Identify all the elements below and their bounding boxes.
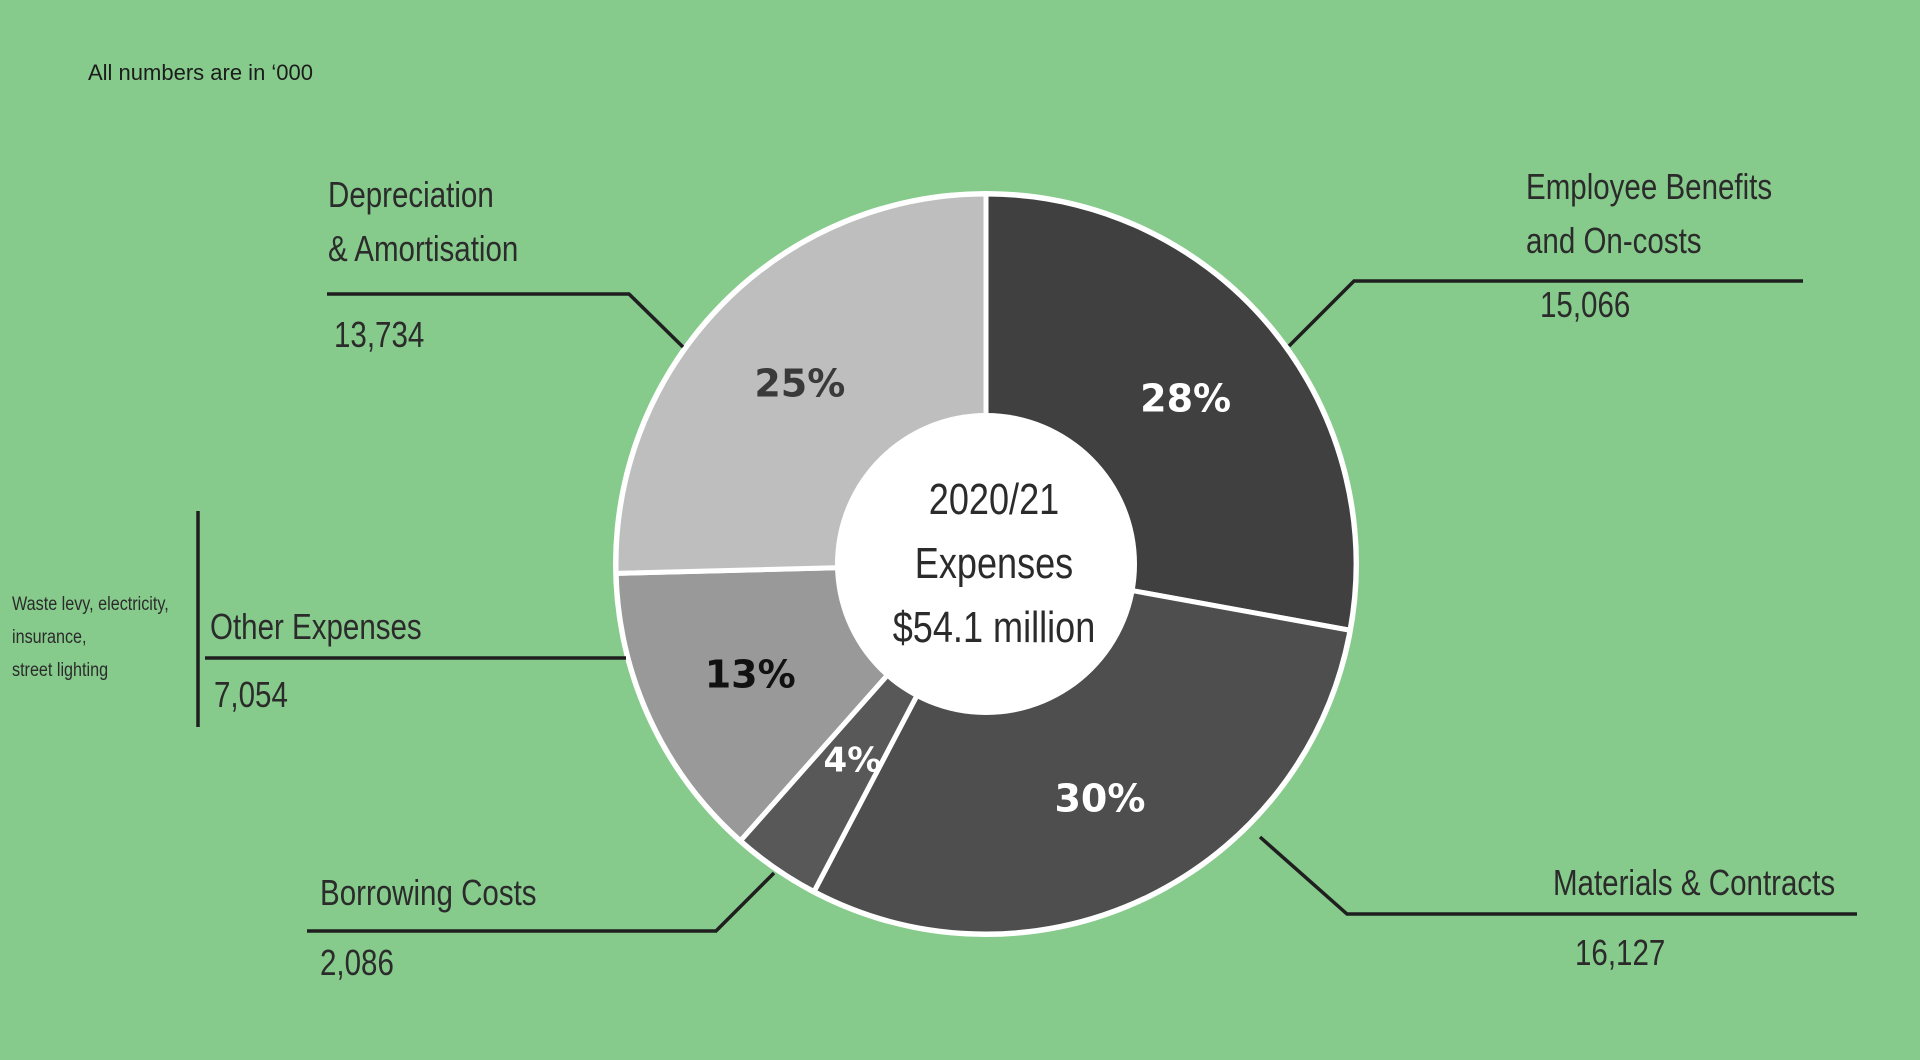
value-other: 7,054 [214, 674, 288, 715]
pct-label-borrowing: 4% [824, 740, 882, 780]
legend-label-depreciation-line2: & Amortisation [328, 228, 519, 269]
legend-label-other: Other Expenses [210, 600, 422, 654]
legend-label-materials-line1: Materials & Contracts [1552, 862, 1835, 903]
leader-lines [196, 279, 1857, 933]
legend-label-employee-line1: Employee Benefits [1526, 166, 1773, 207]
value-borrowing: 2,086 [320, 942, 394, 983]
donut-center-label: 2020/21 Expenses $54.1 million [844, 468, 1144, 660]
legend-label-borrowing: Borrowing Costs [320, 866, 537, 920]
center-total: $54.1 million [892, 603, 1096, 652]
other-expenses-note: Waste levy, electricity, insurance, stre… [12, 588, 169, 687]
pct-label-employee: 28% [1140, 376, 1231, 420]
value-materials: 16,127 [1575, 932, 1666, 973]
percent-labels: 28% 30% 4% 13% 25% [705, 361, 1231, 820]
legend-label-borrowing-line1: Borrowing Costs [320, 872, 537, 913]
legend-label-employee-line2: and On-costs [1526, 220, 1702, 261]
pct-label-depreciation: 25% [754, 361, 845, 405]
legend-label-employee: Employee Benefits and On-costs [1526, 160, 1772, 268]
pct-label-materials: 30% [1054, 777, 1145, 821]
legend-label-depreciation: Depreciation & Amortisation [328, 168, 518, 276]
value-employee: 15,066 [1540, 284, 1631, 325]
value-depreciation: 13,734 [334, 314, 425, 355]
leader-line-depreciation [327, 292, 685, 349]
center-title: Expenses [914, 539, 1074, 588]
donut-hole [835, 413, 1137, 715]
leader-line-materials [1258, 835, 1857, 916]
legend-label-depreciation-line1: Depreciation [328, 174, 494, 215]
leader-line-employee [1287, 279, 1803, 348]
center-year: 2020/21 [928, 475, 1060, 524]
other-note-line1: Waste levy, electricity, [12, 594, 169, 615]
legend-label-materials: Materials & Contracts [1553, 856, 1835, 910]
other-note-line2: insurance, [12, 627, 87, 648]
pct-label-other: 13% [705, 653, 796, 697]
legend-label-other-line1: Other Expenses [210, 606, 422, 647]
leader-line-borrowing [307, 871, 776, 933]
other-note-line3: street lighting [12, 660, 109, 681]
units-note: All numbers are in ‘000 [88, 60, 314, 85]
